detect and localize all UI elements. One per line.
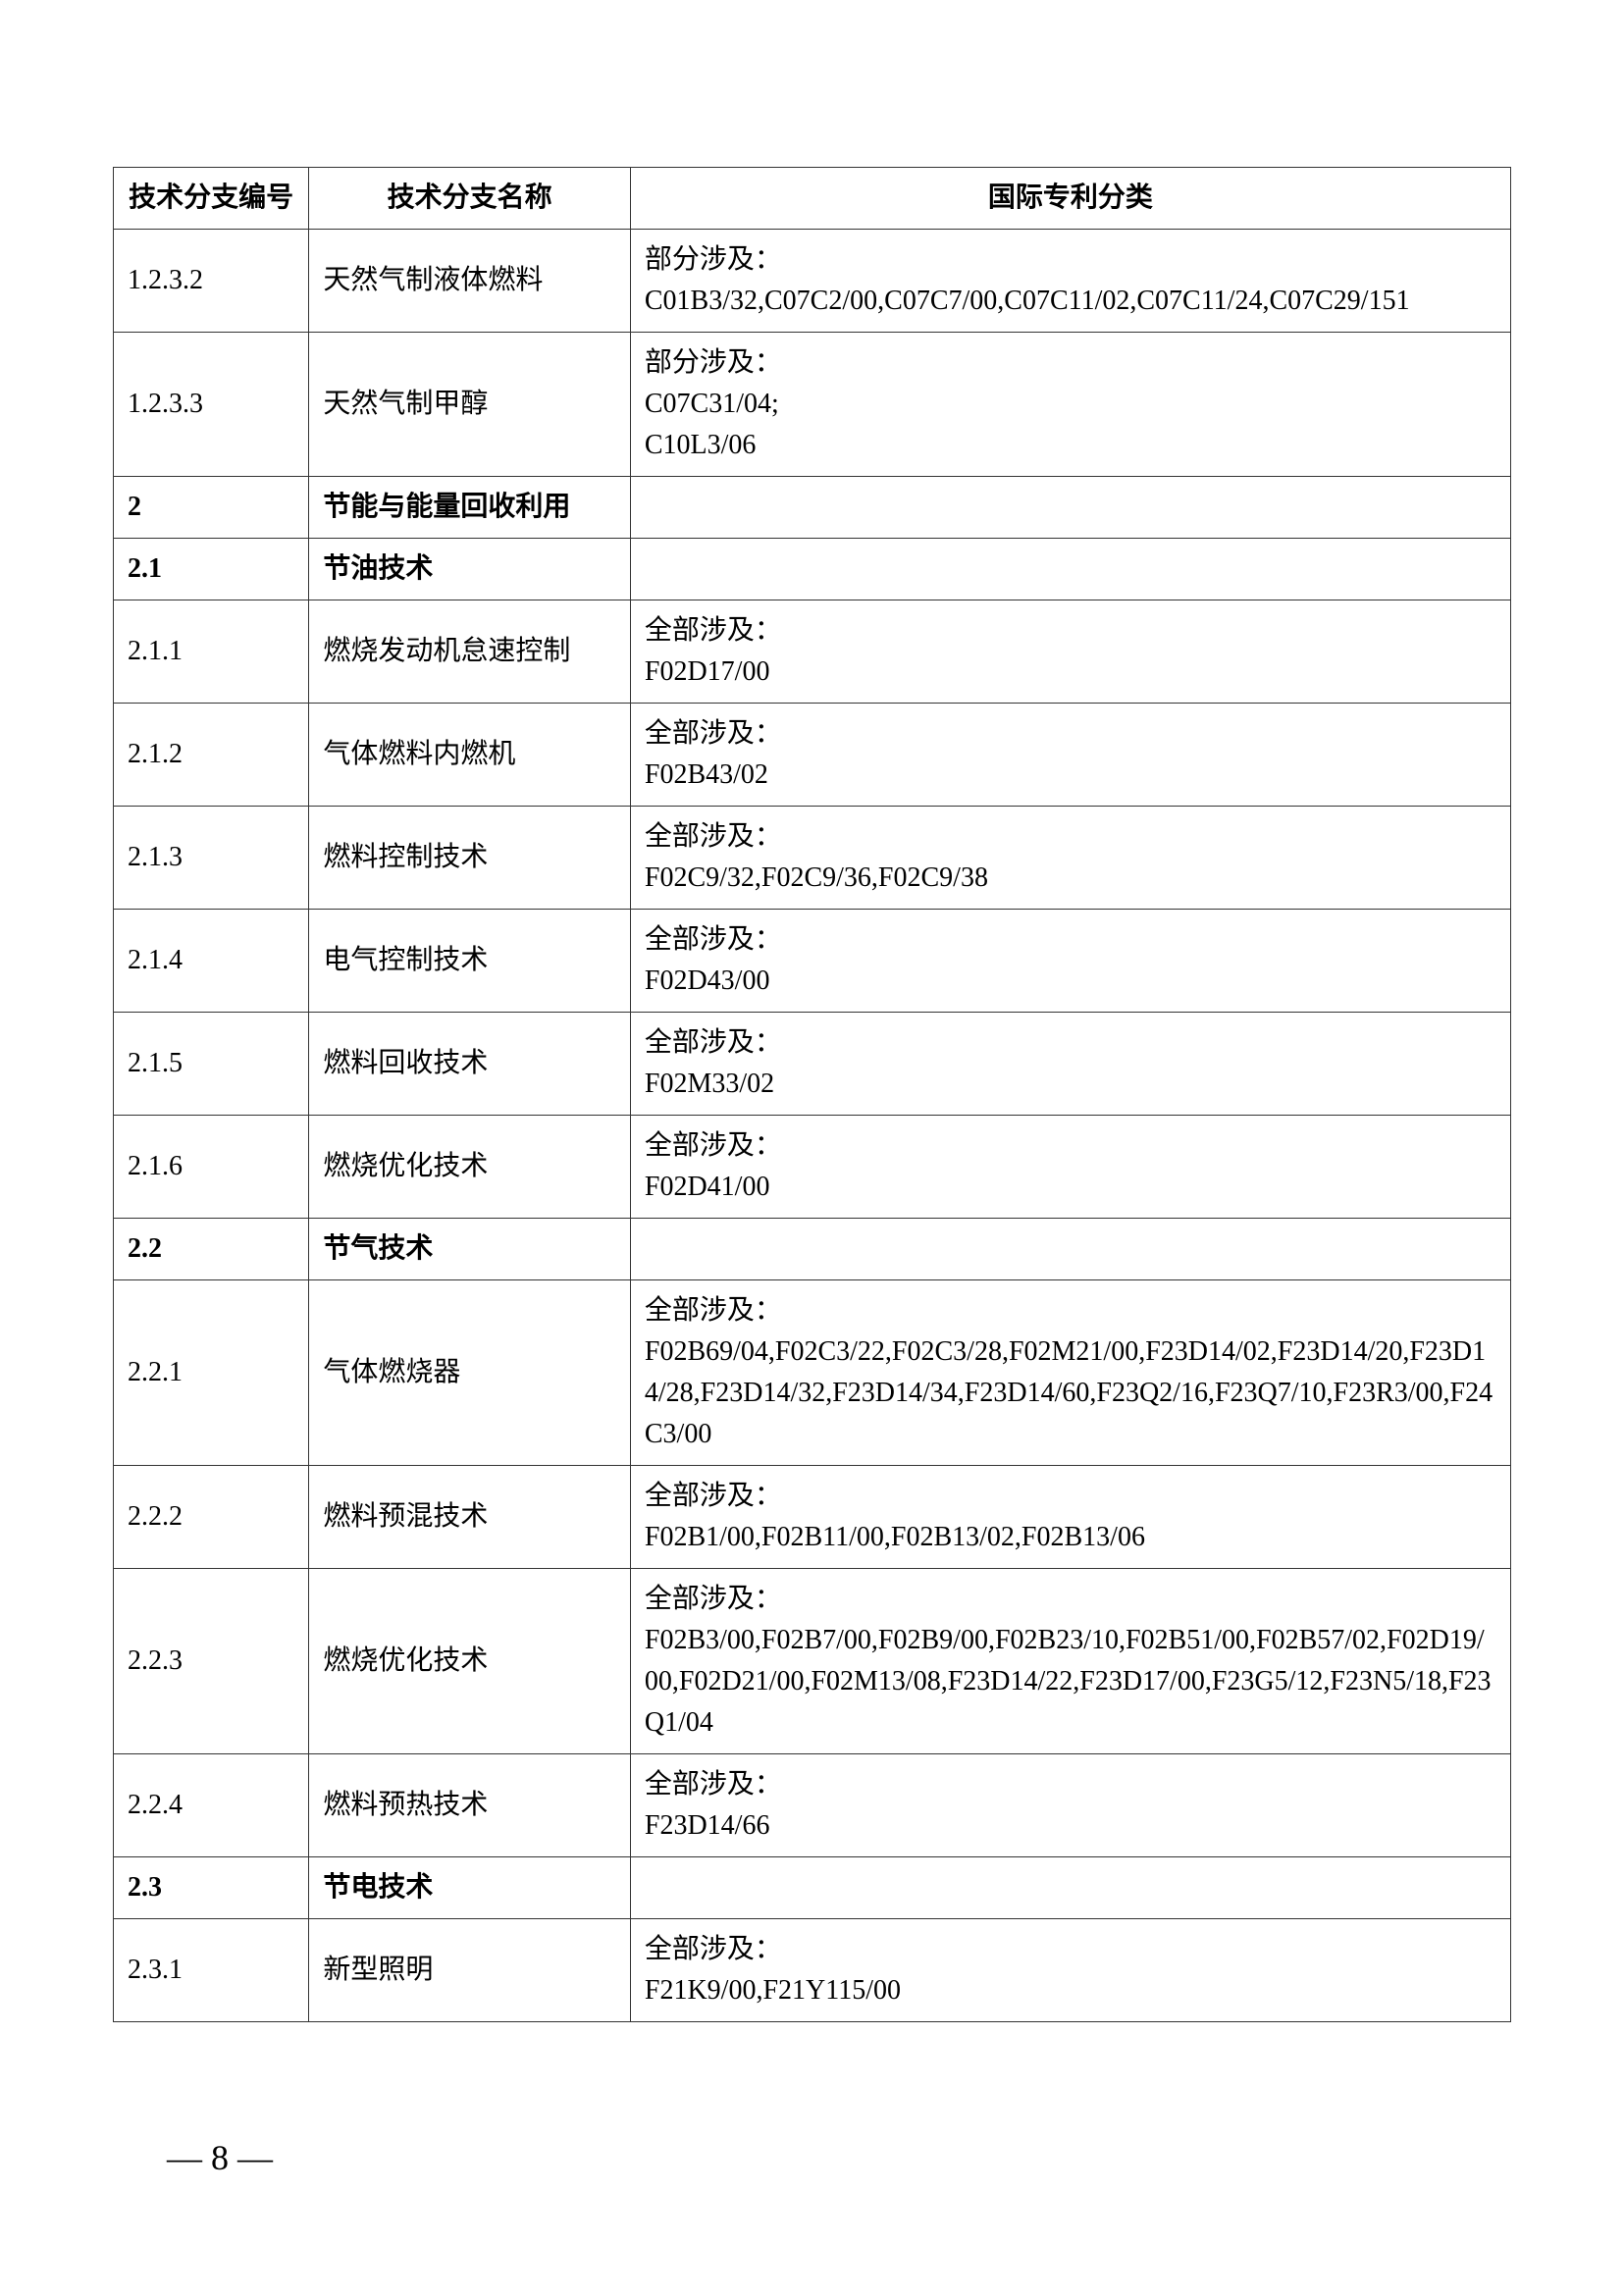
header-code: 技术分支编号 bbox=[114, 168, 309, 230]
cell-ipc: 全部涉及：F02B1/00,F02B11/00,F02B13/02,F02B13… bbox=[630, 1466, 1510, 1569]
table-row: 2.1.1燃烧发动机怠速控制全部涉及：F02D17/00 bbox=[114, 600, 1511, 704]
header-ipc: 国际专利分类 bbox=[630, 168, 1510, 230]
cell-ipc bbox=[630, 1219, 1510, 1280]
cell-name: 气体燃料内燃机 bbox=[309, 704, 631, 807]
cell-code: 2.1.6 bbox=[114, 1116, 309, 1219]
cell-code: 2.2.4 bbox=[114, 1754, 309, 1857]
cell-name: 燃烧优化技术 bbox=[309, 1569, 631, 1754]
cell-code: 1.2.3.2 bbox=[114, 230, 309, 333]
cell-code: 2.2.1 bbox=[114, 1280, 309, 1466]
cell-code: 2.1.2 bbox=[114, 704, 309, 807]
table-row: 2.1.2气体燃料内燃机全部涉及：F02B43/02 bbox=[114, 704, 1511, 807]
cell-name: 天然气制甲醇 bbox=[309, 333, 631, 477]
cell-code: 2.1.5 bbox=[114, 1013, 309, 1116]
cell-name: 燃料控制技术 bbox=[309, 807, 631, 910]
cell-ipc bbox=[630, 539, 1510, 600]
cell-name: 燃烧发动机怠速控制 bbox=[309, 600, 631, 704]
cell-name: 燃料预混技术 bbox=[309, 1466, 631, 1569]
cell-ipc: 全部涉及：F02D41/00 bbox=[630, 1116, 1510, 1219]
cell-ipc: 部分涉及：C01B3/32,C07C2/00,C07C7/00,C07C11/0… bbox=[630, 230, 1510, 333]
cell-name: 节油技术 bbox=[309, 539, 631, 600]
table-header-row: 技术分支编号 技术分支名称 国际专利分类 bbox=[114, 168, 1511, 230]
cell-name: 燃料回收技术 bbox=[309, 1013, 631, 1116]
cell-code: 2.1.1 bbox=[114, 600, 309, 704]
cell-code: 2.1.4 bbox=[114, 910, 309, 1013]
classification-table: 技术分支编号 技术分支名称 国际专利分类 1.2.3.2天然气制液体燃料部分涉及… bbox=[113, 167, 1511, 2022]
table-row: 2.1.3燃料控制技术全部涉及：F02C9/32,F02C9/36,F02C9/… bbox=[114, 807, 1511, 910]
cell-ipc: 全部涉及：F02B43/02 bbox=[630, 704, 1510, 807]
table-row: 2.3.1新型照明全部涉及：F21K9/00,F21Y115/00 bbox=[114, 1919, 1511, 2022]
cell-ipc: 全部涉及：F02D17/00 bbox=[630, 600, 1510, 704]
cell-name: 节电技术 bbox=[309, 1857, 631, 1919]
table-row: 2节能与能量回收利用 bbox=[114, 477, 1511, 539]
cell-name: 节能与能量回收利用 bbox=[309, 477, 631, 539]
cell-ipc: 全部涉及：F02C9/32,F02C9/36,F02C9/38 bbox=[630, 807, 1510, 910]
cell-code: 1.2.3.3 bbox=[114, 333, 309, 477]
table-body: 1.2.3.2天然气制液体燃料部分涉及：C01B3/32,C07C2/00,C0… bbox=[114, 230, 1511, 2022]
cell-ipc: 全部涉及：F02D43/00 bbox=[630, 910, 1510, 1013]
cell-ipc: 全部涉及：F23D14/66 bbox=[630, 1754, 1510, 1857]
table-row: 2.2节气技术 bbox=[114, 1219, 1511, 1280]
table-row: 2.2.2燃料预混技术全部涉及：F02B1/00,F02B11/00,F02B1… bbox=[114, 1466, 1511, 1569]
cell-code: 2.3.1 bbox=[114, 1919, 309, 2022]
cell-code: 2.2.2 bbox=[114, 1466, 309, 1569]
cell-name: 新型照明 bbox=[309, 1919, 631, 2022]
header-name: 技术分支名称 bbox=[309, 168, 631, 230]
cell-code: 2.3 bbox=[114, 1857, 309, 1919]
cell-ipc: 全部涉及：F02M33/02 bbox=[630, 1013, 1510, 1116]
cell-name: 电气控制技术 bbox=[309, 910, 631, 1013]
table-row: 2.2.4燃料预热技术全部涉及：F23D14/66 bbox=[114, 1754, 1511, 1857]
cell-name: 燃料预热技术 bbox=[309, 1754, 631, 1857]
table-row: 2.2.3燃烧优化技术全部涉及：F02B3/00,F02B7/00,F02B9/… bbox=[114, 1569, 1511, 1754]
cell-ipc: 部分涉及：C07C31/04;C10L3/06 bbox=[630, 333, 1510, 477]
page-number: — 8 — bbox=[167, 2137, 273, 2178]
table-row: 2.1.4电气控制技术全部涉及：F02D43/00 bbox=[114, 910, 1511, 1013]
table-row: 2.1节油技术 bbox=[114, 539, 1511, 600]
cell-code: 2.2 bbox=[114, 1219, 309, 1280]
cell-name: 燃烧优化技术 bbox=[309, 1116, 631, 1219]
cell-name: 节气技术 bbox=[309, 1219, 631, 1280]
cell-ipc bbox=[630, 477, 1510, 539]
table-row: 1.2.3.3天然气制甲醇部分涉及：C07C31/04;C10L3/06 bbox=[114, 333, 1511, 477]
cell-code: 2.1.3 bbox=[114, 807, 309, 910]
cell-name: 天然气制液体燃料 bbox=[309, 230, 631, 333]
cell-ipc: 全部涉及：F21K9/00,F21Y115/00 bbox=[630, 1919, 1510, 2022]
cell-ipc: 全部涉及：F02B3/00,F02B7/00,F02B9/00,F02B23/1… bbox=[630, 1569, 1510, 1754]
table-row: 2.1.6燃烧优化技术全部涉及：F02D41/00 bbox=[114, 1116, 1511, 1219]
table-row: 2.3节电技术 bbox=[114, 1857, 1511, 1919]
cell-code: 2.2.3 bbox=[114, 1569, 309, 1754]
table-row: 1.2.3.2天然气制液体燃料部分涉及：C01B3/32,C07C2/00,C0… bbox=[114, 230, 1511, 333]
cell-ipc: 全部涉及：F02B69/04,F02C3/22,F02C3/28,F02M21/… bbox=[630, 1280, 1510, 1466]
cell-name: 气体燃烧器 bbox=[309, 1280, 631, 1466]
cell-ipc bbox=[630, 1857, 1510, 1919]
table-row: 2.1.5燃料回收技术全部涉及：F02M33/02 bbox=[114, 1013, 1511, 1116]
cell-code: 2.1 bbox=[114, 539, 309, 600]
table-row: 2.2.1气体燃烧器全部涉及：F02B69/04,F02C3/22,F02C3/… bbox=[114, 1280, 1511, 1466]
cell-code: 2 bbox=[114, 477, 309, 539]
